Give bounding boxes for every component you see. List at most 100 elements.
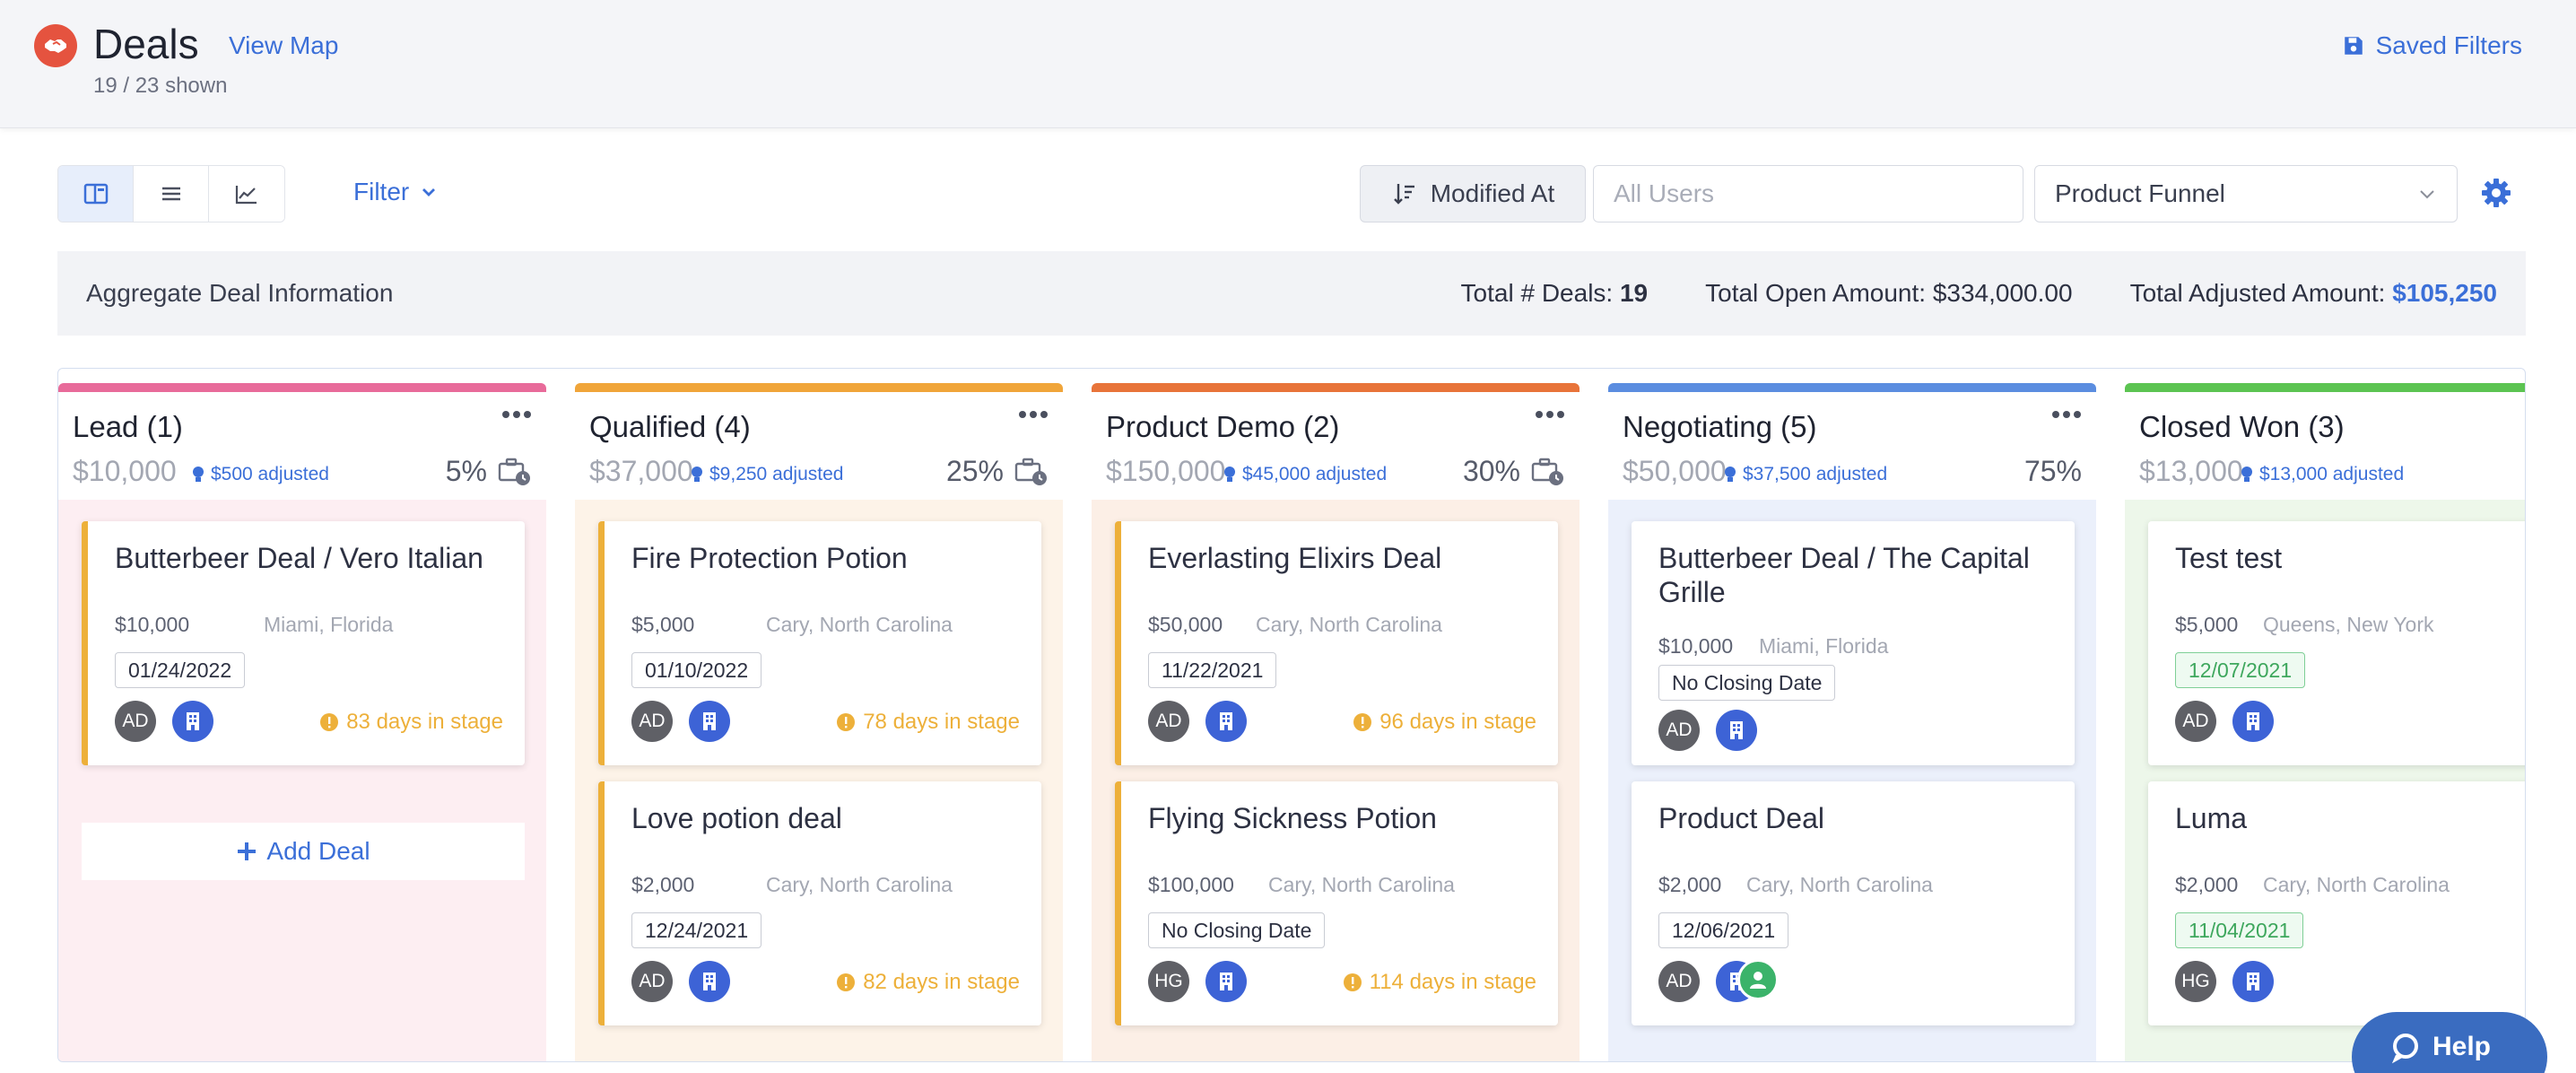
funnel-select[interactable]: Product Funnel [2034, 165, 2458, 222]
deal-amount: $2,000 [1658, 873, 1722, 896]
stage-name: Closed Won (3) [2139, 410, 2345, 443]
chart-view-button[interactable] [209, 166, 284, 222]
deal-card[interactable]: Flying Sickness Potion $100,000 Cary, No… [1115, 781, 1558, 1025]
deal-close-date: No Closing Date [1658, 665, 1836, 701]
saved-filters-label: Saved Filters [2375, 31, 2522, 59]
avatar[interactable]: AD [631, 961, 673, 1002]
saved-filters-button[interactable]: Saved Filters [2342, 31, 2522, 60]
avatar[interactable]: AD [115, 701, 156, 742]
lightbulb-icon [692, 467, 702, 482]
days-in-stage: 78 days in stage [836, 710, 1020, 735]
view-toggle [57, 165, 285, 222]
deal-card[interactable]: Love potion deal $2,000 Cary, North Caro… [598, 781, 1041, 1025]
handshake-icon [34, 24, 77, 67]
open-amount-label: Total Open Amount: [1705, 279, 1927, 307]
avatar[interactable]: HG [2175, 961, 2216, 1002]
stage-adjusted: $500 adjusted [191, 464, 329, 485]
avatar[interactable]: AD [631, 701, 673, 742]
stage-adjusted-label: $13,000 adjusted [2259, 464, 2405, 484]
deal-card[interactable]: Butterbeer Deal / The Capital Grille $10… [1632, 521, 2075, 765]
total-deals-value: 19 [1619, 279, 1649, 307]
more-options-icon[interactable] [1018, 410, 1049, 419]
person-icon[interactable] [1737, 959, 1779, 1000]
sort-button[interactable]: Modified At [1360, 165, 1586, 222]
stage-color-bar [1608, 383, 2096, 392]
avatar[interactable]: AD [1658, 710, 1700, 751]
days-in-stage-label: 83 days in stage [346, 710, 503, 734]
deal-title: Fire Protection Potion [631, 542, 908, 574]
deal-close-date: No Closing Date [1148, 912, 1326, 948]
stage-adjusted: $13,000 adjusted [2240, 464, 2404, 485]
total-deals-label: Total # Deals: [1460, 279, 1614, 307]
stage-header: Lead (1) $10,000 $500 adjusted 5% [58, 392, 546, 500]
deal-card[interactable]: Butterbeer Deal / Vero Italian $10,000 M… [82, 521, 525, 765]
deal-amount: $5,000 [2175, 613, 2239, 636]
building-icon[interactable] [689, 961, 730, 1002]
stage-header: Qualified (4) $37,000 $9,250 adjusted 25… [575, 392, 1063, 500]
filter-dropdown[interactable]: Filter [353, 178, 438, 206]
deal-board: Lead (1) $10,000 $500 adjusted 5% Butter… [57, 368, 2526, 1062]
stage-column-negotiating: Negotiating (5) $50,000 $37,500 adjusted… [1608, 383, 2096, 1061]
deal-location: Queens, New York [2263, 613, 2434, 636]
filter-label: Filter [353, 178, 410, 205]
days-in-stage-label: 78 days in stage [863, 710, 1020, 734]
stage-name: Product Demo (2) [1106, 410, 1340, 443]
view-map-link[interactable]: View Map [229, 31, 339, 59]
deal-card[interactable]: Product Deal $2,000 Cary, North Carolina… [1632, 781, 2075, 1025]
avatar[interactable]: HG [1148, 961, 1189, 1002]
deal-title: Luma [2175, 802, 2248, 834]
lightbulb-icon [1725, 467, 1736, 482]
deal-close-date: 12/24/2021 [631, 912, 762, 948]
stage-adjusted: $9,250 adjusted [690, 464, 843, 485]
deal-amount: $2,000 [631, 873, 695, 896]
deal-card[interactable]: Test test $5,000 Queens, New York 12/07/… [2148, 521, 2525, 765]
total-deals-stat: Total # Deals: 19 [1461, 279, 1649, 308]
stage-lane: Test test $5,000 Queens, New York 12/07/… [2125, 500, 2525, 1061]
list-view-button[interactable] [134, 166, 209, 222]
avatar[interactable]: AD [2175, 701, 2216, 742]
stage-name: Lead (1) [73, 410, 183, 443]
avatar[interactable]: AD [1658, 961, 1700, 1002]
users-filter-input[interactable] [1593, 165, 2023, 222]
deal-card[interactable]: Luma $2,000 Cary, North Carolina 11/04/2… [2148, 781, 2525, 1025]
list-icon [161, 187, 180, 201]
warning-icon [320, 713, 339, 731]
building-icon[interactable] [172, 701, 213, 742]
chevron-down-icon [422, 188, 436, 196]
stage-lane: Butterbeer Deal / The Capital Grille $10… [1608, 500, 2096, 1061]
help-button[interactable]: Help [2352, 1012, 2547, 1073]
building-icon[interactable] [1205, 701, 1247, 742]
building-icon[interactable] [1205, 961, 1247, 1002]
more-options-icon[interactable] [501, 410, 532, 419]
deal-card[interactable]: Everlasting Elixirs Deal $50,000 Cary, N… [1115, 521, 1558, 765]
stage-adjusted-label: $37,500 adjusted [1743, 464, 1888, 484]
adjusted-amount-value: $105,250 [2392, 279, 2497, 307]
avatar[interactable]: AD [1148, 701, 1189, 742]
adjusted-amount-stat: Total Adjusted Amount: $105,250 [2130, 279, 2497, 308]
stage-amount: $13,000 [2139, 455, 2243, 487]
building-icon[interactable] [2232, 701, 2274, 742]
deal-card[interactable]: Fire Protection Potion $5,000 Cary, Nort… [598, 521, 1041, 765]
warning-icon [837, 713, 856, 731]
days-in-stage-label: 114 days in stage [1369, 970, 1536, 994]
building-icon[interactable] [689, 701, 730, 742]
deal-title: Everlasting Elixirs Deal [1148, 542, 1442, 574]
kanban-view-button[interactable] [58, 166, 134, 222]
stage-column-closed-won: Closed Won (3) $13,000 $13,000 adjusted … [2125, 383, 2525, 1061]
days-in-stage: 83 days in stage [319, 710, 503, 735]
save-icon [2344, 37, 2363, 55]
more-options-icon[interactable] [2051, 410, 2082, 419]
deal-close-date: 01/24/2022 [115, 652, 246, 688]
deal-location: Miami, Florida [264, 613, 394, 636]
gear-icon[interactable] [2479, 176, 2513, 210]
stage-column-product-demo: Product Demo (2) $150,000 $45,000 adjust… [1092, 383, 1580, 1061]
stage-probability: 25% [945, 455, 1004, 487]
deal-amount: $10,000 [115, 613, 190, 636]
briefcase-clock-icon [498, 458, 530, 485]
building-icon[interactable] [2232, 961, 2274, 1002]
more-options-icon[interactable] [1535, 410, 1565, 419]
days-in-stage-label: 82 days in stage [863, 970, 1020, 994]
building-icon[interactable] [1716, 710, 1757, 751]
deal-title: Love potion deal [631, 802, 842, 834]
add-deal-button[interactable]: Add Deal [82, 823, 525, 880]
